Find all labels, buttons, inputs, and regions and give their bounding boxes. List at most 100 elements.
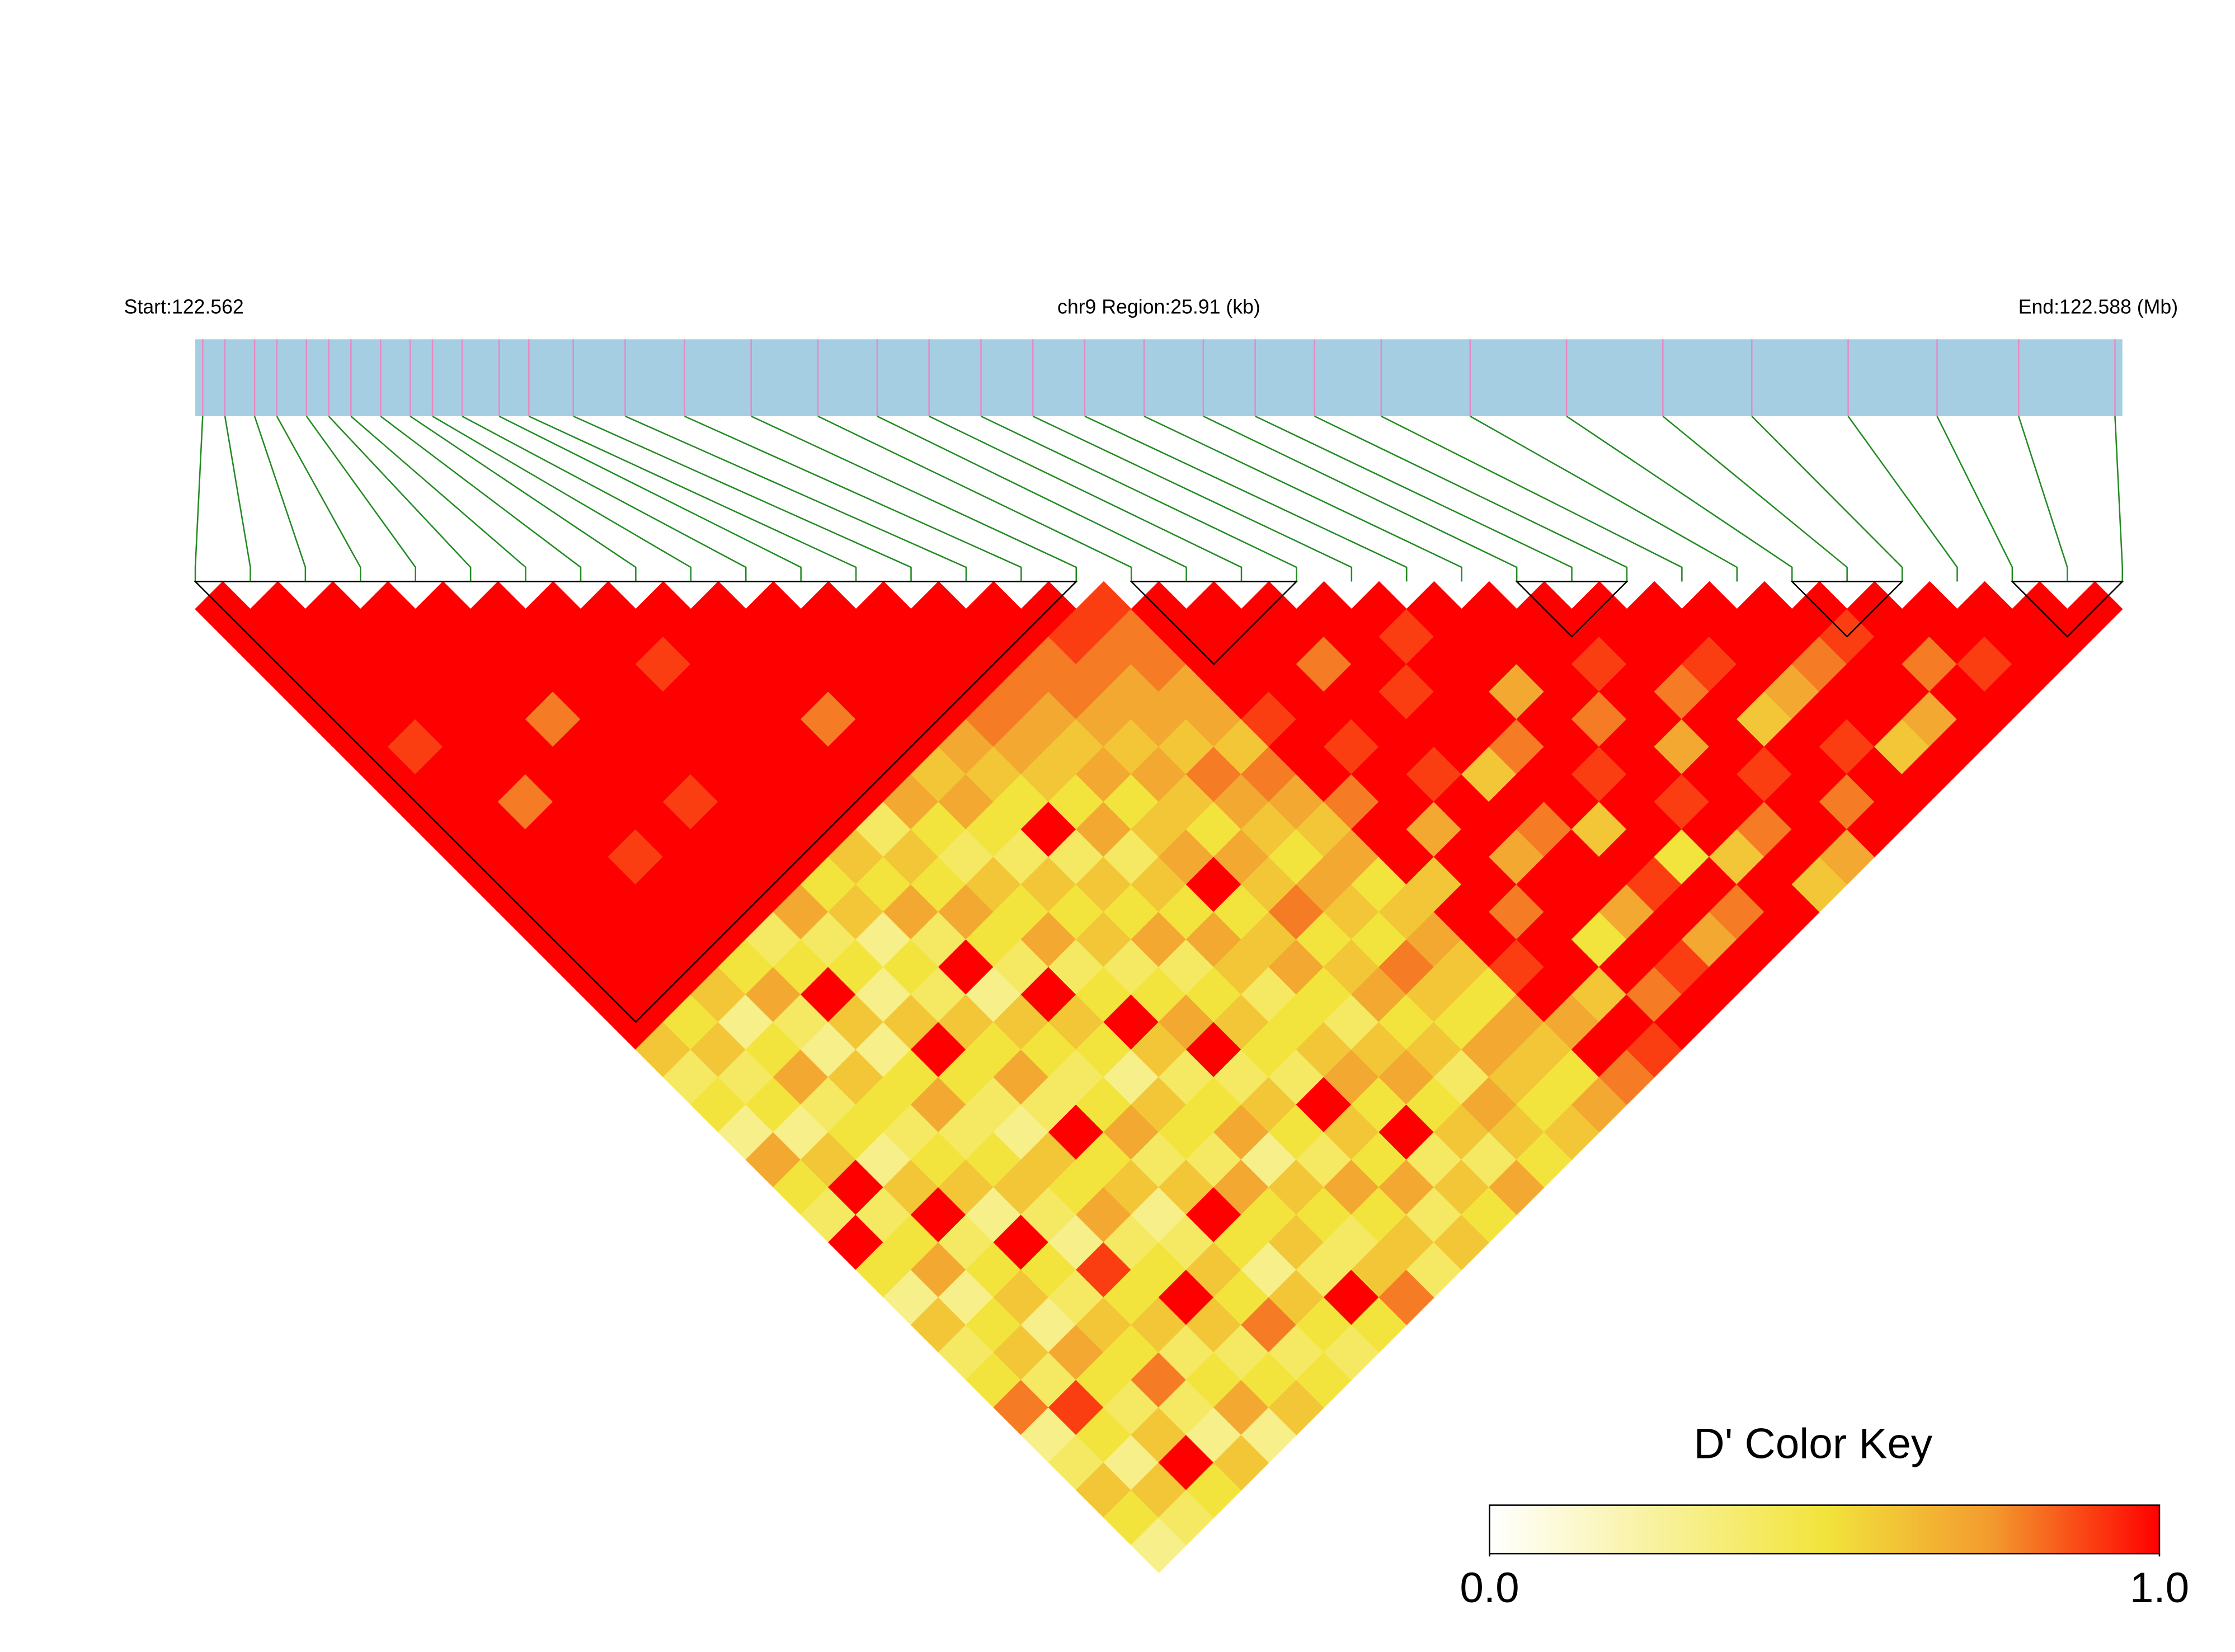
ld-cell — [938, 1049, 994, 1105]
ld-cell — [1048, 1434, 1104, 1491]
snp-connector — [573, 415, 912, 582]
ld-cell — [1874, 663, 1931, 720]
ld-cell — [1626, 966, 1683, 1023]
ld-cell — [1737, 691, 1792, 747]
ld-cell — [1544, 663, 1600, 720]
snp-connector — [410, 415, 637, 582]
snp-connector — [305, 416, 417, 582]
ld-cell — [938, 608, 994, 665]
ld-cell — [938, 829, 994, 885]
ld-cell — [718, 608, 774, 665]
ld-cell — [1378, 663, 1435, 720]
ld-cell — [745, 1022, 802, 1078]
ld-cell — [1764, 829, 1820, 885]
ld-cell — [855, 581, 912, 637]
ld-cell — [828, 994, 884, 1050]
snp-connector — [751, 415, 1077, 582]
ld-cell — [1378, 994, 1435, 1050]
ld-cell — [1764, 718, 1820, 775]
ld-block-outline — [1130, 581, 1298, 665]
ld-cell — [1020, 691, 1077, 747]
ld-cell — [662, 774, 719, 830]
ld-cell — [662, 718, 719, 775]
ld-cell — [1902, 746, 1958, 802]
ld-cell — [1516, 691, 1573, 747]
ld-cell — [1984, 608, 2040, 665]
snp-connector — [1381, 415, 1683, 582]
ld-cell — [1075, 1462, 1132, 1518]
ld-cell — [745, 801, 802, 858]
snp-connector — [253, 416, 307, 582]
ld-cell — [1461, 691, 1517, 747]
ld-cell — [608, 884, 664, 940]
ld-cell — [1048, 884, 1104, 940]
snp-connector — [980, 415, 1297, 582]
ld-cell — [966, 691, 1022, 747]
ld-cell — [1378, 608, 1435, 665]
ld-cell — [1378, 718, 1435, 775]
snp-connector — [1662, 416, 1848, 582]
snp-connector — [877, 415, 1187, 582]
ld-cell — [1075, 746, 1132, 802]
ld-cell — [1819, 663, 1875, 720]
ld-cell — [662, 663, 719, 720]
ld-cell — [1048, 1049, 1104, 1105]
ld-cell — [690, 691, 747, 747]
ld-cell — [608, 718, 664, 775]
colorbar — [1489, 1504, 2161, 1555]
ld-cell — [828, 939, 884, 995]
ld-cell — [855, 636, 912, 693]
ld-cell — [1158, 663, 1215, 720]
ld-cell — [883, 663, 939, 720]
snp-connector — [432, 415, 692, 582]
ld-cell — [608, 774, 664, 830]
snp-connector — [1936, 416, 2013, 582]
ld-cell — [718, 774, 774, 830]
ld-cell — [1158, 718, 1215, 775]
snp-connector — [1847, 416, 1958, 582]
ld-cell — [1819, 829, 1875, 885]
ld-cell — [1626, 911, 1683, 968]
ld-cell — [1075, 801, 1132, 858]
ld-cell — [1048, 663, 1104, 720]
ld-cell — [608, 939, 664, 995]
ld-cell — [1654, 663, 1710, 720]
ld-cell — [966, 1022, 1022, 1078]
ld-cell — [1158, 1489, 1215, 1546]
ld-block-outline — [1790, 581, 1904, 638]
ld-cell — [1075, 1352, 1132, 1408]
ld-cell — [1626, 801, 1683, 858]
ld-cell — [773, 663, 829, 720]
ld-cell — [1378, 774, 1435, 830]
ld-cell — [1544, 718, 1600, 775]
ld-cell — [1598, 1049, 1655, 1105]
ld-cell — [1075, 636, 1132, 693]
ld-cell — [855, 856, 912, 912]
ld-cell — [718, 718, 774, 775]
ld-cell — [1571, 691, 1627, 747]
ld-cell — [1681, 691, 1738, 747]
ld-cell — [1709, 939, 1765, 995]
ld-cell — [662, 829, 719, 885]
ld-cell — [1158, 829, 1215, 885]
ld-cell — [1378, 1269, 1435, 1325]
ld-cell — [662, 994, 719, 1050]
ld-cell — [938, 1269, 994, 1325]
ld-cell — [745, 746, 802, 802]
ld-cell — [855, 801, 912, 858]
ld-cell — [1544, 994, 1600, 1050]
ld-cell — [855, 691, 912, 747]
ld-cell — [1075, 1407, 1132, 1463]
ld-cell — [1158, 1269, 1215, 1325]
ld-cell — [1048, 939, 1104, 995]
ld-cell — [1075, 1022, 1132, 1078]
ld-cell — [1241, 691, 1297, 747]
ld-cell — [1075, 691, 1132, 747]
ld-cell — [1544, 774, 1600, 830]
ld-cell — [1489, 663, 1545, 720]
ld-cell — [1764, 608, 1820, 665]
ld-cell — [1791, 691, 1848, 747]
ld-cell — [1544, 1049, 1600, 1105]
ld-cell — [993, 663, 1050, 720]
ld-cell — [1929, 718, 1985, 775]
